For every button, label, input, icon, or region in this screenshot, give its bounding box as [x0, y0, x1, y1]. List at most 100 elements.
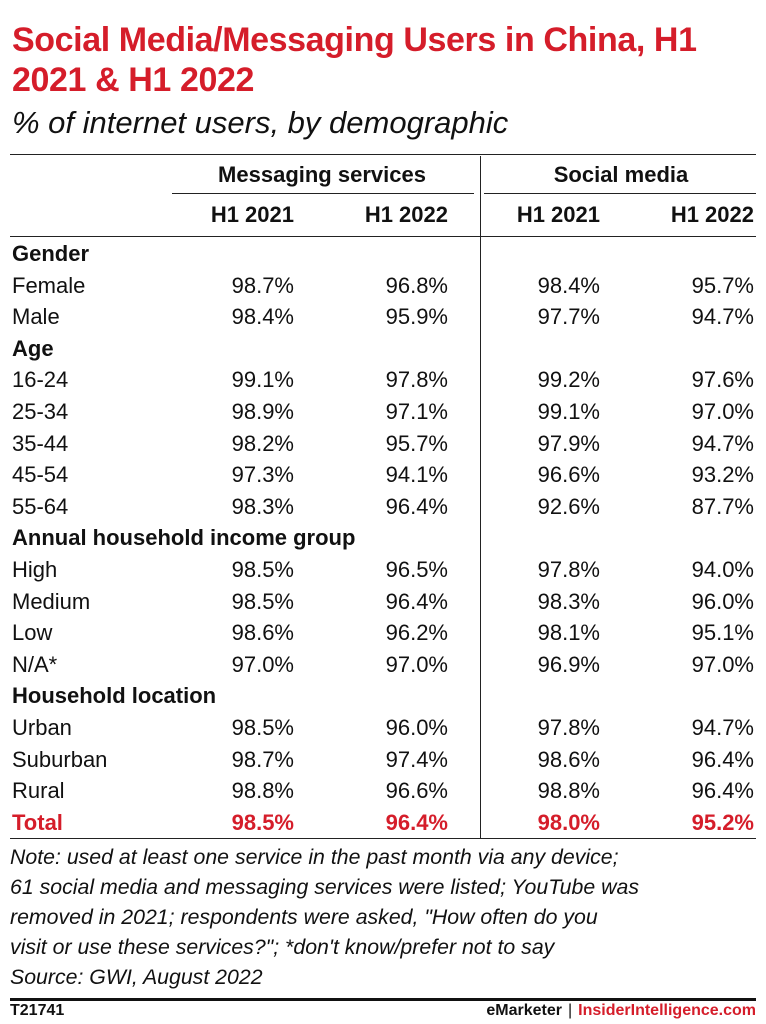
table-row: Low 98.6% 96.2% 98.1% 95.1% [10, 617, 756, 649]
table-row: 16-24 99.1% 97.8% 99.2% 97.6% [10, 364, 756, 396]
value-cell: 98.4% [537, 272, 600, 298]
footer-rule [10, 998, 756, 1001]
brand-name: eMarketer [486, 1002, 563, 1019]
value-cell: 98.5% [231, 588, 294, 614]
value-cell: 97.1% [385, 399, 448, 424]
note-line: 61 social media and messaging services w… [10, 875, 639, 899]
value-cell: 95.7% [385, 430, 448, 456]
value-cell: 98.5% [231, 557, 294, 582]
section-label: Annual household income group [12, 525, 356, 551]
source-line: Source: GWI, August 2022 [10, 965, 263, 989]
row-label: 25-34 [12, 399, 69, 424]
value-cell: 97.0% [385, 651, 448, 677]
header-bottom-rule [10, 236, 756, 237]
value-cell: 96.4% [691, 746, 754, 772]
value-cell: 99.1% [231, 367, 294, 393]
value-cell: 97.9% [537, 430, 600, 456]
value-cell: 98.6% [537, 746, 600, 772]
row-label: 55-64 [12, 493, 69, 519]
row-label: Suburban [12, 746, 108, 772]
table-row: 35-44 98.2% 95.7% 97.9% 94.7% [10, 428, 756, 460]
value-cell: 96.4% [385, 588, 448, 614]
note-line: visit or use these services?"; *don't kn… [10, 935, 555, 959]
table-row: N/A* 97.0% 97.0% 96.9% 97.0% [10, 649, 756, 681]
note-line: removed in 2021; respondents were asked,… [10, 905, 598, 929]
row-label: 35-44 [12, 430, 69, 456]
value-cell: 95.1% [691, 620, 754, 646]
value-cell: 94.1% [385, 462, 448, 488]
site-link[interactable]: InsiderIntelligence.com [578, 1002, 756, 1019]
value-cell: 93.2% [691, 462, 754, 488]
column-header: H1 2021 [210, 202, 294, 227]
table-row: Urban 98.5% 96.0% 97.8% 94.7% [10, 712, 756, 744]
table-row: Medium 98.5% 96.4% 98.3% 96.0% [10, 586, 756, 618]
total-row: Total 98.5% 96.4% 98.0% 95.2% [10, 807, 756, 839]
footer-brand: eMarketer | InsiderIntelligence.com [486, 1002, 756, 1020]
section-row: Household location [10, 680, 756, 712]
chart-note: Note: used at least one service in the p… [10, 842, 756, 992]
section-row: Gender [10, 238, 756, 270]
value-cell: 97.3% [231, 462, 294, 488]
section-label: Age [12, 335, 54, 361]
table-row: 25-34 98.9% 97.1% 99.1% 97.0% [10, 396, 756, 428]
value-cell: 98.1% [537, 620, 600, 646]
table-row: 55-64 98.3% 96.4% 92.6% 87.7% [10, 491, 756, 523]
value-cell: 98.4% [231, 304, 294, 330]
value-cell: 97.0% [691, 399, 754, 424]
value-cell: 96.5% [385, 557, 448, 582]
row-label: Low [12, 620, 53, 646]
table-row: 45-54 97.3% 94.1% 96.6% 93.2% [10, 459, 756, 491]
column-group-divider [480, 156, 481, 838]
brand-separator: | [568, 1002, 573, 1019]
table-row: Female 98.7% 96.8% 98.4% 95.7% [10, 270, 756, 302]
chart-id: T21741 [10, 1002, 65, 1019]
value-cell: 98.8% [231, 778, 294, 804]
row-label: 45-54 [12, 462, 69, 488]
value-cell: 96.0% [385, 715, 448, 740]
value-cell: 96.8% [385, 272, 448, 298]
value-cell: 98.7% [231, 272, 294, 298]
row-label: Medium [12, 588, 91, 614]
value-cell: 95.7% [691, 272, 754, 298]
value-cell: 99.2% [537, 367, 600, 393]
table-row: Rural 98.8% 96.6% 98.8% 96.4% [10, 775, 756, 807]
value-cell: 94.7% [691, 304, 754, 330]
row-label: Rural [12, 778, 65, 804]
note-line: Note: used at least one service in the p… [10, 845, 619, 869]
value-cell: 95.9% [385, 304, 448, 330]
group-header-social: Social media [553, 162, 689, 187]
value-cell: 92.6% [537, 493, 600, 519]
table-row: Male 98.4% 95.9% 97.7% 94.7% [10, 301, 756, 333]
column-header: H1 2021 [516, 202, 600, 227]
value-cell: 98.0% [537, 809, 600, 835]
value-cell: 98.3% [231, 493, 294, 519]
table-row: Suburban 98.7% 97.4% 98.6% 96.4% [10, 744, 756, 776]
table-row: High 98.5% 96.5% 97.8% 94.0% [10, 554, 756, 586]
row-label: Male [12, 304, 60, 330]
value-cell: 96.4% [385, 493, 448, 519]
section-row: Annual household income group [10, 522, 756, 554]
value-cell: 98.5% [231, 715, 294, 740]
value-cell: 94.7% [691, 715, 754, 740]
value-cell: 98.9% [231, 399, 294, 424]
column-header-row: H1 2021 H1 2022 H1 2021 H1 2022 [10, 195, 756, 235]
column-header: H1 2022 [364, 202, 448, 227]
row-label: N/A* [12, 651, 58, 677]
value-cell: 96.4% [385, 809, 448, 835]
value-cell: 96.4% [691, 778, 754, 804]
row-label: 16-24 [12, 367, 69, 393]
value-cell: 94.7% [691, 430, 754, 456]
section-row: Age [10, 333, 756, 365]
value-cell: 98.7% [231, 746, 294, 772]
value-cell: 96.0% [691, 588, 754, 614]
value-cell: 97.8% [385, 367, 448, 393]
row-label: High [12, 557, 58, 582]
value-cell: 97.0% [231, 651, 294, 677]
value-cell: 97.6% [691, 367, 754, 393]
value-cell: 97.0% [691, 651, 754, 677]
value-cell: 96.2% [385, 620, 448, 646]
value-cell: 97.4% [385, 746, 448, 772]
value-cell: 98.3% [537, 588, 600, 614]
table-top-rule [10, 154, 756, 155]
value-cell: 96.6% [537, 462, 600, 488]
